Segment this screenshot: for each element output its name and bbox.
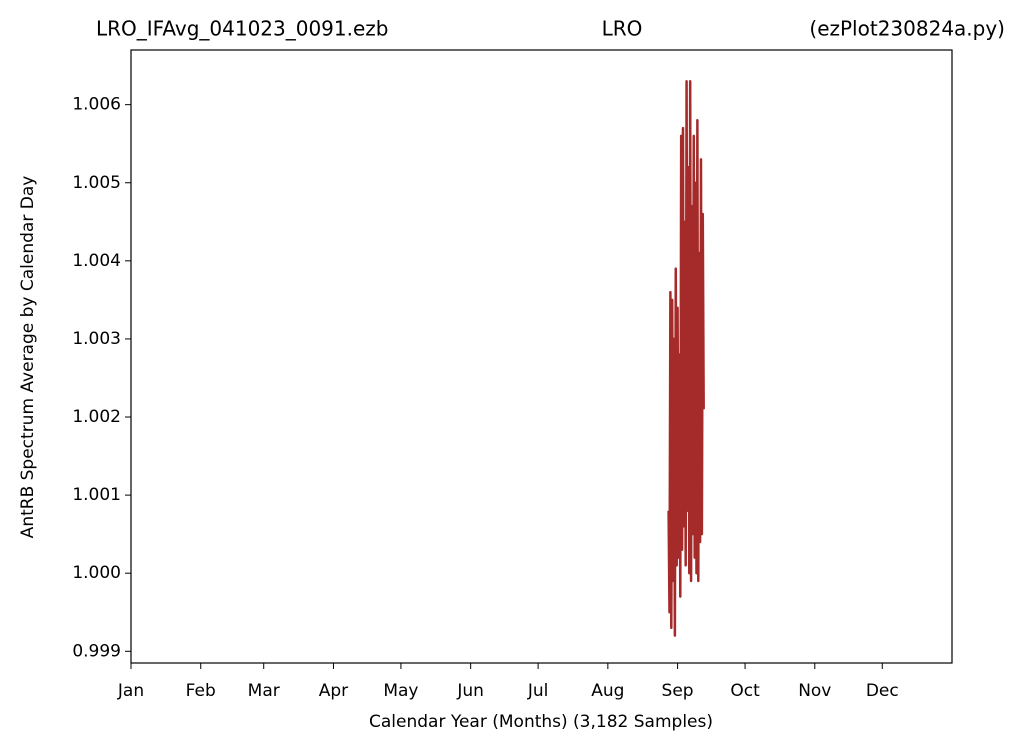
title-right: (ezPlot230824a.py)	[809, 17, 1005, 41]
x-tick-label: Feb	[186, 681, 216, 701]
plot-frame	[130, 49, 953, 664]
y-tick-label: 1.004	[72, 251, 121, 271]
x-tick-label: Sep	[662, 681, 694, 701]
x-tick-label: Aug	[591, 681, 624, 701]
x-tick-label: May	[383, 681, 418, 701]
y-axis-label: AntRB Spectrum Average by Calendar Day	[18, 176, 38, 539]
x-tick-label: Jan	[117, 681, 144, 701]
x-tick-label: Mar	[248, 681, 280, 701]
y-tick-label: 1.002	[72, 407, 121, 427]
data-line	[667, 79, 705, 637]
x-tick-label: Jun	[456, 681, 484, 701]
y-tick-label: 1.000	[72, 563, 121, 583]
x-axis-label: Calendar Year (Months) (3,182 Samples)	[369, 712, 713, 732]
title-left: LRO_IFAvg_041023_0091.ezb	[96, 17, 389, 41]
y-tick-label: 1.001	[72, 485, 121, 505]
y-tick-label: 1.005	[72, 173, 121, 193]
chart-title: LRO	[602, 17, 643, 41]
x-tick-label: Nov	[798, 681, 831, 701]
y-tick-label: 0.999	[72, 641, 121, 661]
x-tick-label: Dec	[866, 681, 899, 701]
x-tick-label: Jul	[527, 681, 549, 701]
x-tick-label: Apr	[319, 681, 348, 701]
y-tick-label: 1.003	[72, 329, 121, 349]
x-tick-label: Oct	[730, 681, 760, 701]
y-tick-label: 1.006	[72, 95, 121, 115]
